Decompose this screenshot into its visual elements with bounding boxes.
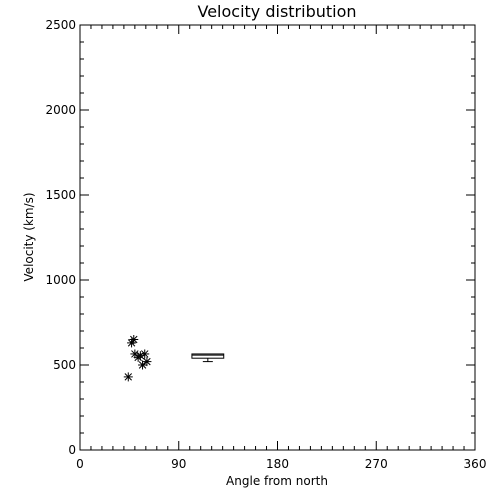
box-plot	[191, 353, 225, 363]
tick-labels: 0 90 180 270 360 0 500 1000 1500 2000 2500	[45, 18, 486, 471]
x-tick-label: 90	[171, 457, 186, 471]
y-tick-label: 500	[53, 358, 76, 372]
data-points	[123, 335, 152, 382]
x-axis-label: Angle from north	[226, 474, 328, 488]
y-axis-label: Velocity (km/s)	[22, 192, 36, 281]
x-tick-label: 0	[76, 457, 84, 471]
box-body	[191, 353, 225, 359]
data-point	[142, 357, 152, 367]
data-point	[140, 349, 150, 359]
y-tick-label: 2500	[45, 18, 76, 32]
y-tick-label: 1000	[45, 273, 76, 287]
x-tick-label: 270	[365, 457, 388, 471]
axis-ticks	[79, 24, 476, 451]
data-point	[123, 372, 133, 382]
x-tick-label: 360	[464, 457, 487, 471]
y-tick-label: 1500	[45, 188, 76, 202]
x-tick-label: 180	[266, 457, 289, 471]
y-tick-label: 2000	[45, 103, 76, 117]
data-point	[129, 335, 139, 344]
chart-title: Velocity distribution	[197, 2, 356, 21]
y-tick-label: 0	[68, 443, 76, 457]
plot-frame	[79, 24, 476, 451]
